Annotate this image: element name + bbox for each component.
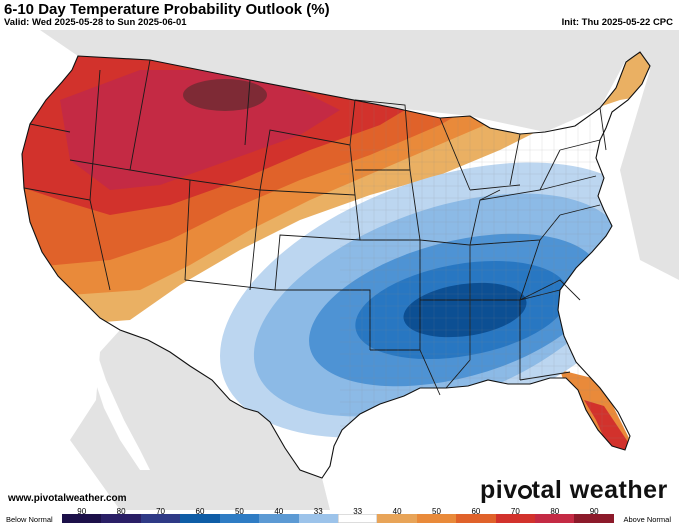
legend-swatch xyxy=(298,514,338,523)
website-url[interactable]: www.pivotalweather.com xyxy=(8,493,127,504)
legend: Below Normal 90 80 70 60 50 40 33 33 40 50 60 70 80 9… xyxy=(0,507,679,525)
legend-tick-label: 50 xyxy=(234,507,244,516)
brand-logo: piv tal weather xyxy=(480,476,668,505)
legend-tick-label: 70 xyxy=(156,507,165,516)
legend-tick-label: 50 xyxy=(432,507,441,516)
legend-swatch xyxy=(180,514,220,523)
legend-swatch xyxy=(456,514,496,523)
legend-tick-label: 60 xyxy=(471,507,481,516)
legend-swatch xyxy=(377,514,417,523)
legend-tick-label: 90 xyxy=(77,507,87,516)
init-time: Init: Thu 2025-05-22 CPC xyxy=(561,17,673,28)
legend-colorbar xyxy=(62,514,614,523)
brand-left: piv xyxy=(480,476,518,504)
outlook-map[interactable] xyxy=(0,30,679,510)
legend-tick-label: 90 xyxy=(589,507,599,516)
legend-below-label: Below Normal xyxy=(6,515,53,524)
page-title: 6-10 Day Temperature Probability Outlook… xyxy=(4,1,330,18)
legend-ticks: 90 80 70 60 50 40 33 33 40 50 60 70 80 90 xyxy=(62,507,614,516)
legend-tick-label: 80 xyxy=(116,507,126,516)
legend-swatch xyxy=(140,514,181,523)
legend-swatch xyxy=(101,514,141,523)
map-svg[interactable] xyxy=(0,30,679,510)
mexico-land xyxy=(70,330,330,510)
legend-tick-label: 60 xyxy=(195,507,205,516)
legend-above-label: Above Normal xyxy=(623,515,671,524)
legend-swatch xyxy=(337,514,378,523)
baja-land xyxy=(92,350,150,470)
legend-swatch xyxy=(416,514,457,523)
legend-swatch xyxy=(219,514,260,523)
logo-ring-icon xyxy=(517,485,532,499)
legend-swatch xyxy=(574,514,614,523)
legend-tick-label: 40 xyxy=(392,507,402,516)
legend-tick-label: 70 xyxy=(510,507,520,516)
canada-land xyxy=(40,30,679,280)
legend-swatch xyxy=(495,514,536,523)
legend-tick-label: 33 xyxy=(353,507,363,516)
legend-tick-label: 80 xyxy=(550,507,560,516)
valid-range: Valid: Wed 2025-05-28 to Sun 2025-06-01 xyxy=(4,17,187,28)
legend-tick-label: 33 xyxy=(313,507,323,516)
legend-swatch xyxy=(259,514,299,523)
header: 6-10 Day Temperature Probability Outlook… xyxy=(0,0,679,30)
brand-right: tal weather xyxy=(531,476,668,504)
legend-tick-label: 40 xyxy=(274,507,284,516)
legend-swatch xyxy=(62,514,102,523)
legend-swatch xyxy=(535,514,575,523)
